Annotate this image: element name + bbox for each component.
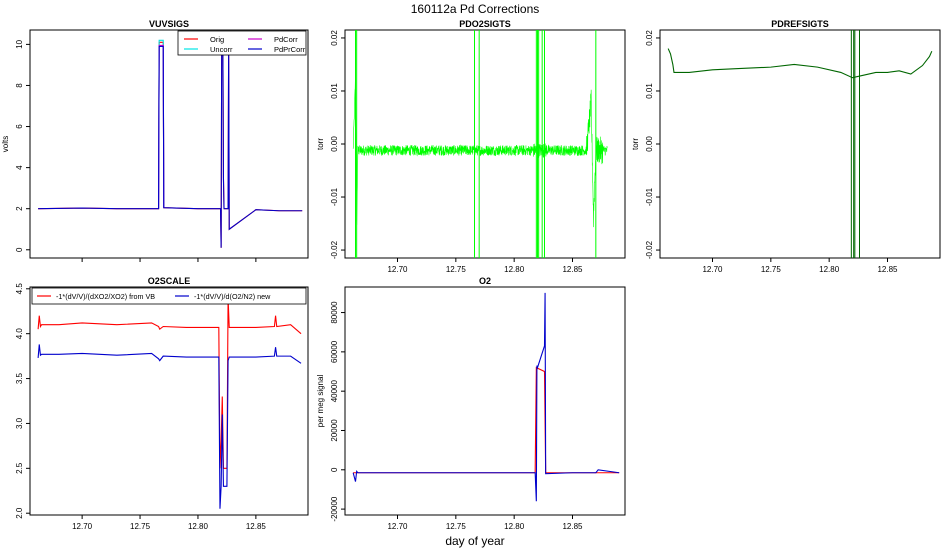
vuvsigs-legend-box: [177, 30, 307, 56]
o2-series-0-line: [353, 366, 620, 474]
o2-x-tick-label: 12.85: [562, 522, 583, 531]
pdrefsigts-x-tick-label: 12.70: [702, 265, 723, 274]
pdo2sigts-y-tick-label: 0.01: [330, 83, 339, 99]
pdo2sigts-y-label: torr: [316, 138, 325, 150]
vuvsigs-legend-label: PdPrCorr: [274, 45, 306, 54]
o2scale-y-tick-label: 2.5: [15, 462, 24, 474]
vuvsigs-y-tick-label: 8: [15, 83, 24, 88]
o2-x-tick-label: 12.75: [446, 522, 467, 531]
o2-series-1-line: [352, 292, 620, 502]
pdo2sigts-y-tick-label: 0.02: [330, 30, 339, 46]
pdrefsigts-y-tick-label: 0.00: [645, 136, 654, 152]
pdrefsigts-plot-frame: [659, 29, 941, 259]
pdo2sigts-data: [352, 30, 608, 258]
x-axis-label: day of year: [445, 534, 504, 548]
o2scale-y-tick-label: 4.0: [15, 328, 24, 340]
vuvsigs-y-tick-label: 10: [15, 39, 24, 48]
o2scale-legend-label: -1*(dV/V)/(dXO2/XO2) from VB: [56, 292, 155, 301]
pdo2sigts-x-tick-label: 12.80: [504, 265, 525, 274]
pdo2sigts-series-0-line: [352, 77, 608, 228]
o2-y-tick-label: -20000: [330, 496, 339, 521]
pdrefsigts-title: PDREFSIGTS: [771, 19, 829, 29]
o2scale-legend: -1*(dV/V)/(dXO2/XO2) from VB -1*(dV/V)/d(…: [31, 287, 307, 305]
o2-y-tick-label: 80000: [330, 301, 339, 324]
o2-title: O2: [479, 276, 491, 286]
o2scale-legend-label: -1*(dV/V)/d(O2/N2) new: [194, 292, 271, 301]
vuvsigs-plot-frame: [29, 29, 309, 259]
pdrefsigts-series-0-line: [667, 48, 933, 79]
vuvsigs-series-3-line: [38, 43, 303, 248]
vuvsigs-legend-label: Orig: [210, 35, 224, 44]
pdo2sigts-y-tick-label: -0.02: [330, 240, 339, 259]
pdrefsigts-x-tick-label: 12.80: [819, 265, 840, 274]
o2scale-y-tick-label: 3.5: [15, 372, 24, 384]
o2scale-x-tick-label: 12.70: [72, 522, 93, 531]
o2scale-y-tick-label: 4.5: [15, 283, 24, 295]
o2-panel: O2 12.70 12.75 12.80 12.85 -20000 0 20000 40000 6…: [316, 276, 626, 531]
o2scale-x-tick-label: 12.80: [188, 522, 209, 531]
vuvsigs-y-label: volts: [1, 136, 10, 152]
pdo2sigts-panel: PDO2SIGTS 12.70 12.75 12.80 12.85 -0.02 -0.01 0…: [316, 19, 626, 274]
pdrefsigts-y-tick-label: 0.01: [645, 83, 654, 99]
o2-y-tick-label: 20000: [330, 419, 339, 442]
pdrefsigts-data: [667, 30, 933, 258]
pdrefsigts-y-tick-label: -0.01: [645, 187, 654, 206]
vuvsigs-y-tick-label: 2: [15, 206, 24, 211]
pdo2sigts-plot-frame: [344, 29, 626, 259]
pdo2sigts-y-tick-label: -0.01: [330, 187, 339, 206]
pdrefsigts-y-tick-label: -0.02: [645, 240, 654, 259]
o2scale-x-tick-label: 12.85: [246, 522, 267, 531]
vuvsigs-y-tick-label: 6: [15, 124, 24, 129]
vuvsigs-title: VUVSIGS: [149, 19, 189, 29]
o2-x-tick-label: 12.80: [504, 522, 525, 531]
pdrefsigts-x-tick-label: 12.85: [877, 265, 898, 274]
figure-title: 160112a Pd Corrections: [411, 2, 540, 16]
o2-y-tick-label: 0: [330, 467, 339, 472]
o2scale-y-tick-label: 2.0: [15, 507, 24, 519]
vuvsigs-y-tick-label: 0: [15, 247, 24, 252]
pdo2sigts-x-tick-label: 12.70: [387, 265, 408, 274]
pdo2sigts-x-tick-label: 12.85: [562, 265, 583, 274]
pdrefsigts-y-label: torr: [631, 138, 640, 150]
pdrefsigts-y-tick-label: 0.02: [645, 30, 654, 46]
o2-x-tick-label: 12.70: [387, 522, 408, 531]
pdrefsigts-x-tick-label: 12.75: [761, 265, 782, 274]
o2-y-tick-label: 60000: [330, 340, 339, 363]
o2scale-panel: O2SCALE 12.70 12.75 12.80 12.85 2.0 2.5 3.0 3.5 4…: [15, 276, 309, 531]
o2scale-plot-frame: [29, 286, 309, 516]
o2scale-data: [37, 297, 302, 509]
pdo2sigts-y-tick-label: 0.00: [330, 136, 339, 152]
pdo2sigts-x-tick-label: 12.75: [446, 265, 467, 274]
o2scale-series-0-line: [37, 297, 302, 469]
vuvsigs-data: [38, 39, 303, 248]
vuvsigs-series-0-line: [38, 41, 303, 248]
o2-plot-frame: [344, 286, 626, 516]
vuvsigs-legend-label: PdCorr: [274, 35, 298, 44]
o2-data: [352, 292, 620, 502]
o2scale-series-1-line: [37, 344, 302, 509]
pdrefsigts-panel: PDREFSIGTS 12.70 12.75 12.80 12.85 -0.02 -0.01…: [631, 19, 941, 274]
vuvsigs-y-tick-label: 4: [15, 165, 24, 170]
pdo2sigts-title: PDO2SIGTS: [459, 19, 511, 29]
o2scale-x-tick-label: 12.75: [130, 522, 151, 531]
o2scale-legend-box: [31, 287, 307, 305]
o2scale-title: O2SCALE: [148, 276, 191, 286]
o2-y-label: per meg signal: [316, 375, 325, 428]
vuvsigs-legend-label: Uncorr: [210, 45, 233, 54]
o2-y-tick-label: 40000: [330, 380, 339, 403]
o2scale-y-tick-label: 3.0: [15, 417, 24, 429]
